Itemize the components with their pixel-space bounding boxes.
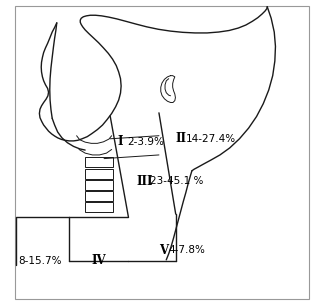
Bar [85, 192, 113, 202]
Text: 8-15.7%: 8-15.7% [19, 256, 62, 266]
Text: I: I [118, 135, 123, 148]
Text: III: III [136, 175, 153, 188]
Text: 2-3.9%: 2-3.9% [127, 137, 164, 147]
Text: 14-27.4%: 14-27.4% [186, 134, 236, 144]
Text: II: II [176, 132, 187, 145]
Text: IV: IV [92, 254, 107, 267]
Text: 23-45.1 %: 23-45.1 % [150, 177, 203, 186]
Bar [85, 157, 113, 167]
Text: V: V [159, 244, 168, 257]
Bar [85, 203, 113, 212]
Bar [85, 180, 113, 190]
Text: 4-7.8%: 4-7.8% [169, 245, 206, 255]
Bar [85, 169, 113, 179]
